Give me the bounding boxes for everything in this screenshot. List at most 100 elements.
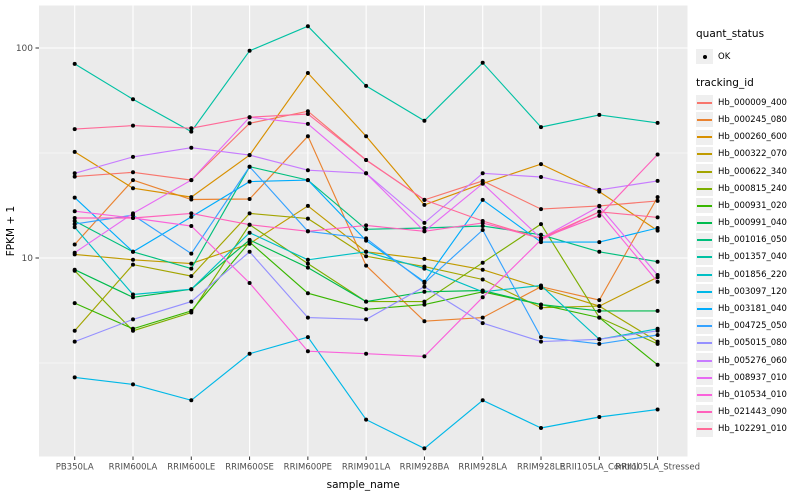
data-point [131,211,135,216]
data-point [131,186,135,191]
legend-item-label: Hb_102291_010 [718,424,787,435]
data-point [655,152,660,157]
data-point [539,335,543,340]
data-point [597,187,602,192]
legend-line-swatch-icon [697,308,712,311]
data-point [305,112,310,116]
data-point [480,260,485,265]
data-point [364,171,369,176]
data-point [189,145,194,150]
data-point [72,222,77,227]
data-point [422,446,427,451]
data-point [305,265,310,270]
legend-line-swatch-icon [697,325,712,328]
data-point [597,298,602,303]
legend-item-Hb_021443_090: Hb_021443_090 [696,404,798,421]
data-point [247,237,252,242]
x-tick-label: RRIM600LA [109,463,158,473]
data-point [539,283,543,288]
data-point [655,178,660,183]
legend-item-label: Hb_005276_060 [718,355,787,366]
data-point [189,195,194,200]
data-point [364,227,369,232]
legend-key-box [696,181,713,197]
data-point [655,226,660,230]
legend-item-label: Hb_003097_120 [718,286,787,297]
data-point [539,222,543,227]
data-point [72,149,77,154]
legend-item-label: Hb_000991_040 [718,218,787,229]
data-point [539,232,543,237]
legend-key-box [696,146,713,162]
x-tick-label: RRIM901LA [342,463,391,473]
data-point [480,228,485,232]
data-point [422,284,427,289]
data-point [72,216,77,220]
data-point [364,254,369,259]
data-point [539,125,543,130]
data-point [189,251,194,256]
x-tick-label: RRIM928LE [517,463,565,473]
data-point [364,417,369,422]
legend-item-Hb_000622_340: Hb_000622_340 [696,163,798,180]
data-point [189,178,194,183]
data-point [305,335,310,340]
data-point [539,207,543,212]
data-point [480,197,485,202]
data-point [480,289,485,294]
legend-item-label: Hb_008937_010 [718,372,787,383]
data-point [131,382,135,387]
data-point [480,277,485,282]
legend-item-label: Hb_001856_220 [718,269,787,280]
plot-panel [39,5,688,457]
legend-line-swatch-icon [697,118,712,121]
data-point [364,263,369,268]
legend-item-Hb_003181_040: Hb_003181_040 [696,300,798,317]
legend-key-box [696,267,713,283]
legend-item-Hb_000931_020: Hb_000931_020 [696,197,798,214]
data-point [539,305,543,310]
data-point [247,115,252,120]
legend-line-swatch-icon [697,273,712,276]
legend-item-Hb_001016_050: Hb_001016_050 [696,232,798,249]
data-point [364,83,369,88]
legend-item-Hb_000322_070: Hb_000322_070 [696,146,798,163]
data-point [247,211,252,216]
legend-item-label: Hb_010534_010 [718,389,787,400]
data-point [72,242,77,247]
data-point [480,321,485,326]
data-point [72,225,77,230]
legend-item-label: OK [718,51,731,62]
legend-item-Hb_001856_220: Hb_001856_220 [696,266,798,283]
legend-item-Hb_004725_050: Hb_004725_050 [696,318,798,335]
data-point [131,170,135,175]
legend-key-box [696,301,713,317]
data-point [422,281,427,285]
legend-line-swatch-icon [697,101,712,104]
data-point [364,299,369,304]
data-point [422,229,427,234]
legend-item-label: Hb_000260_600 [718,132,787,143]
legend-item-label: Hb_000009_400 [718,97,787,108]
data-point [597,112,602,117]
data-point [422,299,427,304]
data-point [597,304,602,309]
data-point [539,175,543,179]
data-point [305,216,310,221]
data-point [480,171,485,176]
legend-line-swatch-icon [697,136,712,139]
data-point [480,224,485,228]
data-point [422,289,427,294]
legend-key-box [696,318,713,334]
legend-line-swatch-icon [697,222,712,225]
legend-item-Hb_005276_060: Hb_005276_060 [696,352,798,369]
y-tick-label: 100 [16,44,33,54]
data-point [72,174,77,179]
data-point [131,154,135,159]
data-point [72,375,77,380]
data-point [364,307,369,312]
data-point [305,121,310,126]
data-point [247,121,252,126]
legend-key-box [696,112,713,128]
